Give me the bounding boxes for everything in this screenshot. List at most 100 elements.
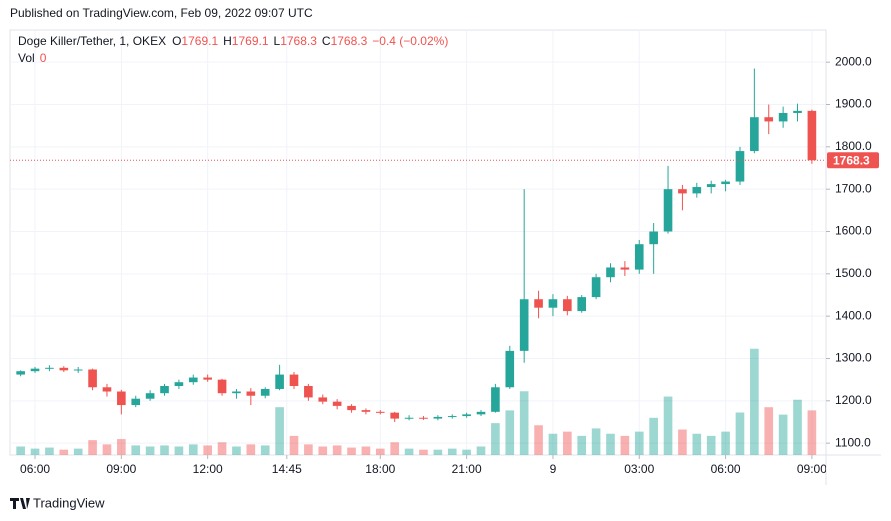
candle-body	[275, 374, 284, 389]
candle-body	[347, 405, 356, 411]
volume-bar	[404, 448, 414, 455]
candle-body	[160, 386, 169, 394]
volume-bar	[275, 407, 284, 455]
volume-bar	[59, 449, 69, 455]
y-tick-label: 1500.0	[835, 266, 872, 280]
candle-body	[678, 189, 687, 194]
candle-body	[45, 367, 54, 369]
volume-bar	[174, 446, 184, 455]
candle-body	[462, 414, 471, 417]
volume-bar	[577, 435, 587, 455]
volume-bar	[678, 429, 687, 455]
candle-body	[390, 412, 400, 419]
x-tick-label: 06:00	[711, 462, 741, 476]
ohlc-key: C	[322, 34, 331, 48]
grid	[10, 30, 826, 455]
candle-body	[361, 410, 371, 412]
logo	[10, 498, 30, 509]
y-tick-label: 1900.0	[835, 97, 872, 111]
y-tick-label: 1300.0	[835, 351, 872, 365]
volume-bar	[505, 410, 515, 455]
volume-bar	[232, 446, 241, 455]
volume-bar	[433, 449, 443, 455]
candle-body	[433, 416, 443, 419]
plot-frame	[9, 29, 827, 456]
candle-body	[519, 299, 529, 351]
candle-body	[174, 382, 184, 387]
published-note: Published on TradingView.com, Feb 09, 20…	[10, 6, 313, 20]
footer-brand: TradingView	[33, 495, 105, 510]
legend: Doge Killer/Tether, 1, OKEX O1769.1 H1769.…	[18, 34, 448, 48]
symbol: Doge Killer/Tether, 1, OKEX	[18, 34, 166, 48]
volume-bar	[706, 435, 716, 455]
candle-body	[102, 387, 112, 392]
volume-bar	[88, 440, 97, 455]
volume-bar	[793, 399, 802, 455]
ohlc-key: L	[274, 34, 281, 48]
candle-body	[30, 368, 40, 372]
x-tick-label: 9	[550, 462, 557, 476]
volume-bar	[649, 417, 658, 455]
volume-layer	[16, 348, 817, 455]
y-tick-label: 1200.0	[835, 393, 872, 407]
candle-body	[706, 184, 716, 188]
y-tick-label: 1700.0	[835, 181, 872, 195]
volume-bar	[462, 449, 471, 455]
candle-body	[217, 379, 227, 394]
candle-body	[491, 387, 500, 412]
candle-body	[750, 117, 759, 152]
volume-bar	[634, 431, 644, 455]
axes: 1100.0 1200.0 1300.0 1400.0 1500.0 1600.0 1700…	[826, 54, 879, 449]
x-tick-label: 12:00	[193, 462, 223, 476]
volume-bar	[45, 447, 54, 455]
ohlc-value: 1769.1	[181, 34, 218, 48]
candle-body	[620, 267, 630, 270]
volume-bar	[102, 444, 112, 455]
candle-body	[73, 369, 83, 371]
volume-bar	[591, 428, 601, 455]
y-tick-label: 1600.0	[835, 224, 872, 238]
volume-bar	[246, 444, 256, 455]
candle-body	[304, 386, 313, 398]
y-tick-label: 1400.0	[835, 308, 872, 322]
candle-body	[591, 277, 601, 298]
y-tick-label: 1800.0	[835, 139, 872, 153]
candle-body	[59, 367, 69, 371]
ohlc-value: 1769.1	[232, 34, 269, 48]
volume-bar	[606, 433, 615, 455]
candle-body	[764, 117, 774, 122]
candle-body	[131, 398, 141, 406]
volume-bar	[30, 448, 40, 455]
candle-body	[534, 299, 543, 308]
volume-label: Vol	[18, 51, 35, 65]
volume-value: 0	[40, 51, 47, 65]
x-tick-label: 14:45	[272, 462, 302, 476]
volume-bar	[16, 446, 25, 455]
volume-bar	[217, 442, 227, 455]
volume-bar	[476, 446, 486, 455]
volume-bar	[563, 431, 572, 455]
candle-body	[203, 377, 212, 380]
candle-body	[793, 110, 802, 113]
candle-body	[447, 416, 457, 418]
candle-body	[476, 411, 486, 415]
candle-body	[548, 299, 558, 308]
volume-bar	[548, 433, 558, 455]
candle-body	[289, 374, 299, 387]
volume-bar	[145, 446, 155, 455]
candle-body	[145, 393, 155, 399]
volume-bar	[289, 435, 299, 455]
volume-bar	[160, 445, 169, 455]
candle-body	[419, 417, 428, 419]
candle-body	[318, 397, 328, 402]
volume-bar	[778, 414, 788, 455]
ohlc-key: H	[223, 34, 232, 48]
change: −0.4 (−0.02%)	[372, 34, 448, 48]
candle-body	[117, 391, 126, 406]
candle-body	[663, 189, 673, 232]
x-tick-label: 18:00	[365, 462, 395, 476]
candle-body	[232, 391, 241, 394]
y-tick-label: 2000.0	[835, 54, 872, 68]
volume-bar	[447, 448, 457, 455]
